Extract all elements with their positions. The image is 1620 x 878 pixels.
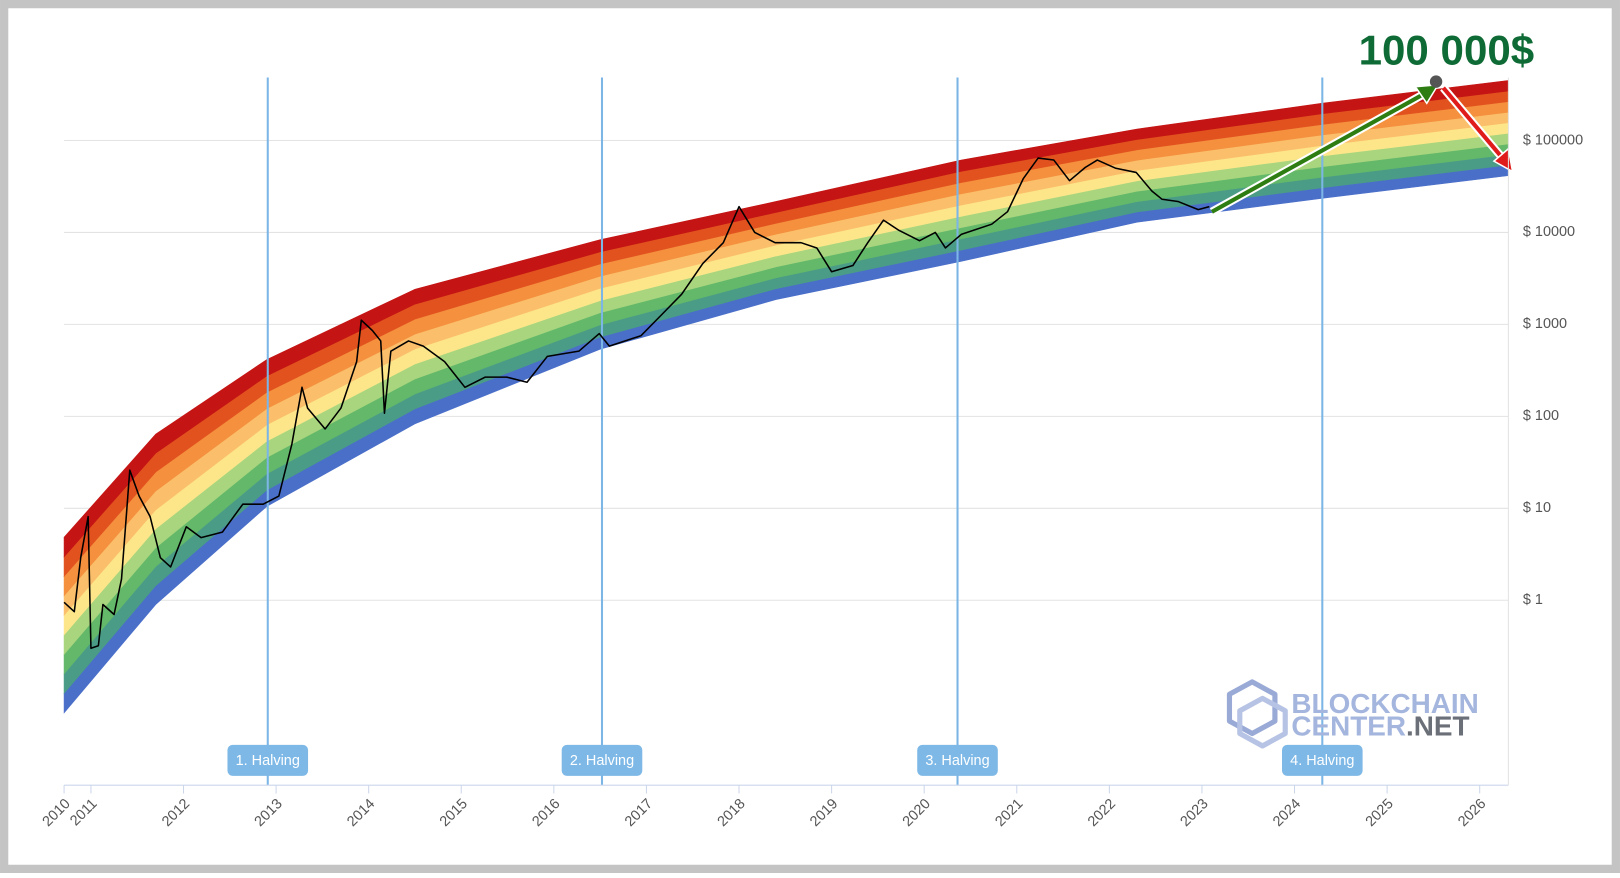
watermark-text: CENTER.NET [1291,711,1469,742]
target-dot [1429,75,1443,88]
y-tick-label: $ 10000 [1523,224,1575,240]
halving-label-box [561,744,643,776]
halving-label: 3. Halving [925,753,989,769]
halvings: 1. Halving 2. Halving 3. Halving 4. Halving [227,77,1363,786]
y-tick-label: $ 1 [1523,592,1543,608]
halving-label: 4. Halving [1290,753,1354,769]
watermark-text: CENTER [1291,711,1406,742]
y-tick-label: $ 100 [1523,408,1559,424]
y-tick-label: $ 100000 [1523,132,1583,148]
arrow-head [1414,83,1440,105]
arrows [1209,75,1514,216]
watermark-text: .NET [1406,711,1470,742]
halving-label-box [1282,744,1363,776]
logo-cube [1226,679,1278,737]
annotation: 100 000$ [1359,28,1535,74]
y-tick-label: $ 1000 [1523,316,1567,332]
price [63,157,1210,650]
logo-cube [1237,695,1288,749]
halving-label: 2. Halving [570,753,634,769]
price-line [63,157,1210,650]
y-tick-label: $ 10 [1523,500,1551,516]
watermark-text: BLOCKCHAIN [1291,688,1478,719]
arrow-down [1441,86,1506,162]
arrow-up [1210,91,1427,214]
halving-label-box [227,744,309,776]
halving-label: 1. Halving [236,753,300,769]
watermark-logo [1226,679,1288,749]
halving-label-box [917,744,998,776]
